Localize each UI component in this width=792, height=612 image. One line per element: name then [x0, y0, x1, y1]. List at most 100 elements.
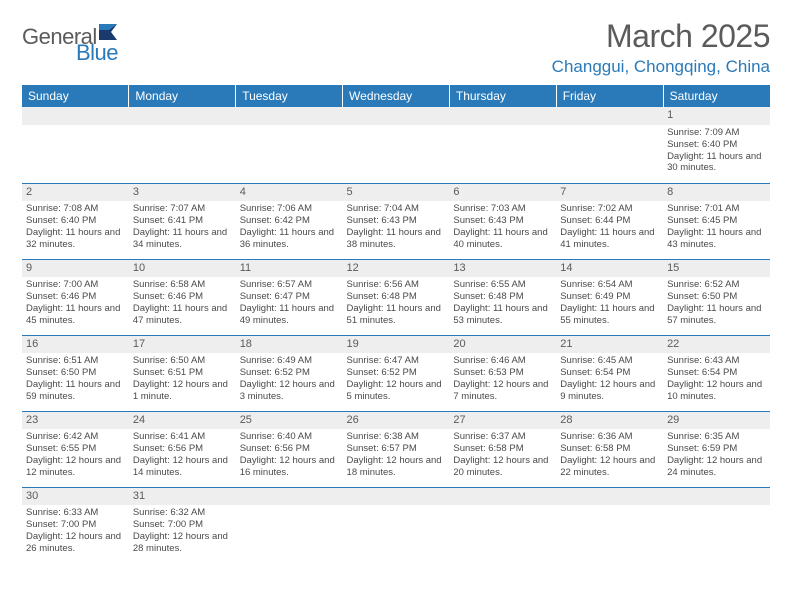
day-body: Sunrise: 6:47 AMSunset: 6:52 PMDaylight:… [343, 353, 450, 407]
sunrise-text: Sunrise: 7:04 AM [347, 203, 446, 215]
sunset-text: Sunset: 6:52 PM [347, 367, 446, 379]
sunset-text: Sunset: 6:58 PM [453, 443, 552, 455]
calendar-day-cell: 31Sunrise: 6:32 AMSunset: 7:00 PMDayligh… [129, 487, 236, 563]
sunrise-text: Sunrise: 7:01 AM [667, 203, 766, 215]
calendar-day-cell [343, 487, 450, 563]
daylight-text: Daylight: 12 hours and 7 minutes. [453, 379, 552, 403]
calendar-day-cell: 12Sunrise: 6:56 AMSunset: 6:48 PMDayligh… [343, 259, 450, 335]
calendar-day-cell: 23Sunrise: 6:42 AMSunset: 6:55 PMDayligh… [22, 411, 129, 487]
calendar-week-row: 2Sunrise: 7:08 AMSunset: 6:40 PMDaylight… [22, 183, 770, 259]
day-body: Sunrise: 7:07 AMSunset: 6:41 PMDaylight:… [129, 201, 236, 255]
weekday-header: Monday [129, 85, 236, 107]
day-number-empty [556, 488, 663, 506]
sunrise-text: Sunrise: 6:55 AM [453, 279, 552, 291]
daylight-text: Daylight: 11 hours and 32 minutes. [26, 227, 125, 251]
sunrise-text: Sunrise: 7:09 AM [667, 127, 766, 139]
sunrise-text: Sunrise: 6:37 AM [453, 431, 552, 443]
day-number-empty [343, 488, 450, 506]
daylight-text: Daylight: 12 hours and 1 minute. [133, 379, 232, 403]
sunset-text: Sunset: 6:46 PM [26, 291, 125, 303]
sunset-text: Sunset: 6:47 PM [240, 291, 339, 303]
day-body: Sunrise: 6:56 AMSunset: 6:48 PMDaylight:… [343, 277, 450, 331]
sunset-text: Sunset: 7:00 PM [133, 519, 232, 531]
day-number: 23 [22, 412, 129, 430]
sunrise-text: Sunrise: 6:58 AM [133, 279, 232, 291]
calendar-day-cell [556, 487, 663, 563]
calendar-day-cell [449, 487, 556, 563]
sunset-text: Sunset: 6:57 PM [347, 443, 446, 455]
sunrise-text: Sunrise: 6:46 AM [453, 355, 552, 367]
calendar-day-cell: 1Sunrise: 7:09 AMSunset: 6:40 PMDaylight… [663, 107, 770, 183]
calendar-day-cell [236, 487, 343, 563]
daylight-text: Daylight: 11 hours and 30 minutes. [667, 151, 766, 175]
calendar-day-cell: 21Sunrise: 6:45 AMSunset: 6:54 PMDayligh… [556, 335, 663, 411]
sunset-text: Sunset: 6:48 PM [347, 291, 446, 303]
day-number-empty [236, 107, 343, 125]
sunset-text: Sunset: 6:50 PM [667, 291, 766, 303]
sunset-text: Sunset: 6:50 PM [26, 367, 125, 379]
weekday-header: Thursday [449, 85, 556, 107]
day-number-empty [22, 107, 129, 125]
calendar-day-cell: 3Sunrise: 7:07 AMSunset: 6:41 PMDaylight… [129, 183, 236, 259]
daylight-text: Daylight: 12 hours and 10 minutes. [667, 379, 766, 403]
day-number: 19 [343, 336, 450, 354]
daylight-text: Daylight: 11 hours and 36 minutes. [240, 227, 339, 251]
daylight-text: Daylight: 11 hours and 57 minutes. [667, 303, 766, 327]
sunset-text: Sunset: 6:45 PM [667, 215, 766, 227]
day-body: Sunrise: 7:00 AMSunset: 6:46 PMDaylight:… [22, 277, 129, 331]
daylight-text: Daylight: 11 hours and 41 minutes. [560, 227, 659, 251]
day-number: 16 [22, 336, 129, 354]
sunrise-text: Sunrise: 6:33 AM [26, 507, 125, 519]
day-body: Sunrise: 6:43 AMSunset: 6:54 PMDaylight:… [663, 353, 770, 407]
calendar-day-cell: 5Sunrise: 7:04 AMSunset: 6:43 PMDaylight… [343, 183, 450, 259]
logo-text-blue: Blue [76, 40, 118, 66]
daylight-text: Daylight: 12 hours and 20 minutes. [453, 455, 552, 479]
day-body: Sunrise: 6:40 AMSunset: 6:56 PMDaylight:… [236, 429, 343, 483]
sunset-text: Sunset: 6:53 PM [453, 367, 552, 379]
daylight-text: Daylight: 12 hours and 24 minutes. [667, 455, 766, 479]
sunset-text: Sunset: 6:42 PM [240, 215, 339, 227]
day-body: Sunrise: 6:37 AMSunset: 6:58 PMDaylight:… [449, 429, 556, 483]
day-body: Sunrise: 6:45 AMSunset: 6:54 PMDaylight:… [556, 353, 663, 407]
location-text: Changgui, Chongqing, China [552, 57, 770, 77]
daylight-text: Daylight: 12 hours and 28 minutes. [133, 531, 232, 555]
calendar-day-cell: 8Sunrise: 7:01 AMSunset: 6:45 PMDaylight… [663, 183, 770, 259]
calendar-day-cell: 24Sunrise: 6:41 AMSunset: 6:56 PMDayligh… [129, 411, 236, 487]
day-body: Sunrise: 6:35 AMSunset: 6:59 PMDaylight:… [663, 429, 770, 483]
calendar-day-cell: 15Sunrise: 6:52 AMSunset: 6:50 PMDayligh… [663, 259, 770, 335]
calendar-day-cell [129, 107, 236, 183]
day-number: 28 [556, 412, 663, 430]
sunset-text: Sunset: 6:40 PM [26, 215, 125, 227]
day-number-empty [449, 107, 556, 125]
calendar-week-row: 9Sunrise: 7:00 AMSunset: 6:46 PMDaylight… [22, 259, 770, 335]
day-number: 10 [129, 260, 236, 278]
daylight-text: Daylight: 12 hours and 26 minutes. [26, 531, 125, 555]
day-body: Sunrise: 6:42 AMSunset: 6:55 PMDaylight:… [22, 429, 129, 483]
sunrise-text: Sunrise: 7:06 AM [240, 203, 339, 215]
day-body: Sunrise: 6:55 AMSunset: 6:48 PMDaylight:… [449, 277, 556, 331]
day-body: Sunrise: 6:52 AMSunset: 6:50 PMDaylight:… [663, 277, 770, 331]
day-number: 18 [236, 336, 343, 354]
day-body: Sunrise: 7:02 AMSunset: 6:44 PMDaylight:… [556, 201, 663, 255]
day-number: 17 [129, 336, 236, 354]
day-number: 12 [343, 260, 450, 278]
sunset-text: Sunset: 6:40 PM [667, 139, 766, 151]
sunrise-text: Sunrise: 6:57 AM [240, 279, 339, 291]
day-number: 29 [663, 412, 770, 430]
daylight-text: Daylight: 11 hours and 55 minutes. [560, 303, 659, 327]
calendar-day-cell [663, 487, 770, 563]
calendar-day-cell [449, 107, 556, 183]
sunset-text: Sunset: 6:46 PM [133, 291, 232, 303]
weekday-header: Saturday [663, 85, 770, 107]
calendar-day-cell [22, 107, 129, 183]
day-number: 5 [343, 184, 450, 202]
daylight-text: Daylight: 11 hours and 53 minutes. [453, 303, 552, 327]
sunrise-text: Sunrise: 7:08 AM [26, 203, 125, 215]
sunrise-text: Sunrise: 6:47 AM [347, 355, 446, 367]
day-body: Sunrise: 6:32 AMSunset: 7:00 PMDaylight:… [129, 505, 236, 559]
sunrise-text: Sunrise: 7:02 AM [560, 203, 659, 215]
sunrise-text: Sunrise: 7:07 AM [133, 203, 232, 215]
daylight-text: Daylight: 11 hours and 49 minutes. [240, 303, 339, 327]
day-body: Sunrise: 6:46 AMSunset: 6:53 PMDaylight:… [449, 353, 556, 407]
calendar-day-cell: 11Sunrise: 6:57 AMSunset: 6:47 PMDayligh… [236, 259, 343, 335]
